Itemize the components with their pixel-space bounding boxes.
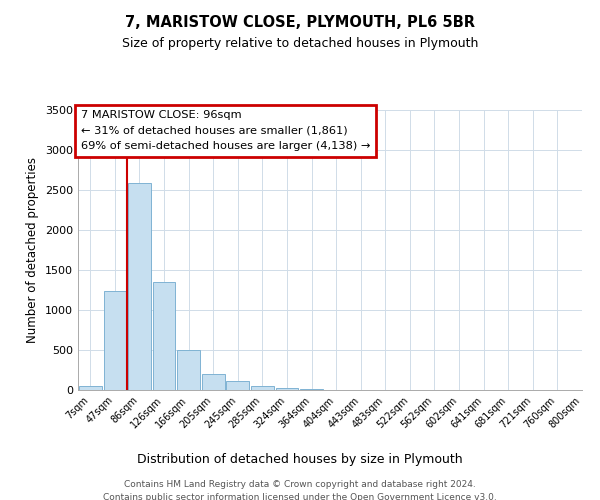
- Text: Contains public sector information licensed under the Open Government Licence v3: Contains public sector information licen…: [103, 492, 497, 500]
- Bar: [251, 386, 274, 390]
- Bar: [300, 389, 323, 390]
- Bar: [128, 183, 151, 390]
- Text: Distribution of detached houses by size in Plymouth: Distribution of detached houses by size …: [137, 452, 463, 466]
- Y-axis label: Number of detached properties: Number of detached properties: [26, 157, 40, 343]
- Bar: [79, 386, 101, 390]
- Bar: [104, 291, 126, 390]
- Text: 7 MARISTOW CLOSE: 96sqm
← 31% of detached houses are smaller (1,861)
69% of semi: 7 MARISTOW CLOSE: 96sqm ← 31% of detache…: [80, 110, 370, 152]
- Bar: [226, 381, 249, 390]
- Bar: [275, 388, 298, 390]
- Text: Contains HM Land Registry data © Crown copyright and database right 2024.: Contains HM Land Registry data © Crown c…: [124, 480, 476, 489]
- Bar: [202, 374, 224, 390]
- Bar: [153, 282, 175, 390]
- Bar: [178, 350, 200, 390]
- Text: Size of property relative to detached houses in Plymouth: Size of property relative to detached ho…: [122, 38, 478, 51]
- Text: 7, MARISTOW CLOSE, PLYMOUTH, PL6 5BR: 7, MARISTOW CLOSE, PLYMOUTH, PL6 5BR: [125, 15, 475, 30]
